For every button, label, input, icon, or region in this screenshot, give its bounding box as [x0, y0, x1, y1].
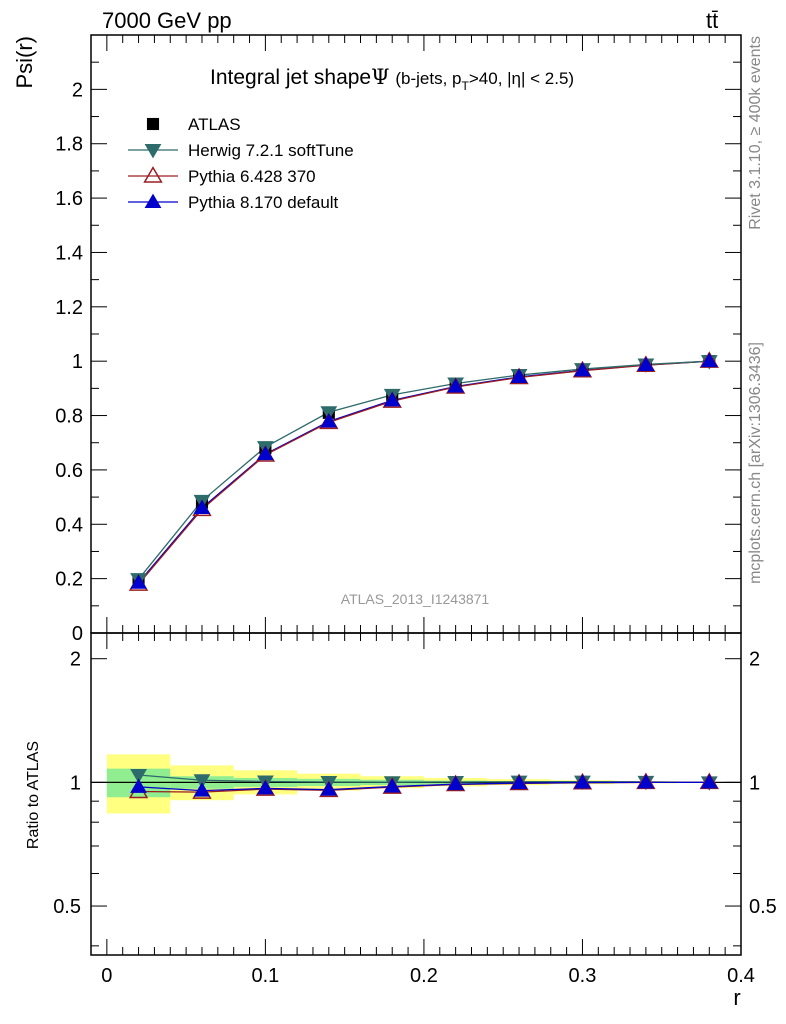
ratio-series-line: [138, 781, 710, 792]
svg-text:Integral jet shapeΨ (b: Integral jet shapeΨ (b-jets, pT>40, |η| …: [210, 65, 574, 93]
main-chart-title: Integral jet shapeΨ (b-jets, pT>40, |η| …: [210, 65, 574, 93]
main-curves: [128, 351, 719, 591]
ratio-curves: [128, 769, 719, 799]
x-tick-label: 0.3: [569, 965, 597, 987]
y-tick-label: 0: [72, 623, 83, 645]
ratio-plot-panel: 0.5 0.5 1 1 2 2 0 0.1 0.2 0.3 0.4 Ratio to ATLAS r: [25, 632, 777, 1010]
ratio-y-tick-label-right: 1: [749, 772, 760, 794]
ratio-data-point: [193, 774, 211, 789]
title-text: Integral jet shape: [210, 66, 371, 89]
mcplots-label: mcplots.cern.ch [arXiv:1306.3436]: [747, 342, 764, 584]
ratio-data-point: [193, 782, 211, 797]
legend-entry: Pythia 8.170 default: [188, 193, 339, 212]
ratio-data-point: [320, 781, 338, 796]
legend: ATLAS Herwig 7.2.1 softTune Pythia 6.428 3…: [128, 115, 354, 212]
ratio-y-tick-label: 0.5: [53, 896, 81, 918]
ratio-axis-ticks: 0.5 0.5 1 1 2 2 0 0.1 0.2 0.3 0.4: [53, 633, 777, 987]
ratio-y-tick-label: 1: [70, 772, 81, 794]
title-cut-sub: T: [462, 79, 470, 93]
rivet-version-label: Rivet 3.1.10, ≥ 400k events: [747, 36, 764, 230]
data-point: [700, 352, 718, 368]
ratio-data-point: [510, 774, 528, 790]
data-point: [637, 356, 655, 371]
ratio-series-line: [138, 774, 710, 784]
x-axis-label: r: [733, 985, 740, 1010]
legend-entry: Pythia 6.428 370: [188, 167, 316, 186]
legend-entry: Herwig 7.2.1 softTune: [188, 141, 354, 160]
ratio-frame: [90, 632, 742, 956]
y-tick-label: 0.8: [55, 406, 83, 428]
title-cut-prefix: (b-jets, p: [395, 69, 461, 88]
data-point: [256, 445, 274, 461]
data-point: [510, 368, 528, 383]
y-tick-label: 2: [72, 79, 83, 101]
data-point: [574, 362, 591, 377]
y-axis-label-ratio: Ratio to ATLAS: [25, 741, 42, 849]
process-label: tt̄: [706, 8, 718, 33]
data-point: [193, 499, 211, 514]
y-tick-label: 1.2: [55, 297, 83, 319]
data-point: [130, 574, 147, 589]
data-point: [447, 378, 465, 393]
ratio-data-point: [447, 775, 465, 791]
legend-marker: [146, 117, 160, 131]
ratio-y-tick-label: 2: [70, 649, 81, 671]
legend-marker: [144, 193, 162, 208]
legend-entry: ATLAS: [188, 115, 241, 134]
data-point: [383, 391, 401, 407]
ratio-data-point: [383, 778, 401, 793]
title-cut-suffix: >40, |η| < 2.5): [469, 69, 574, 88]
data-point: [320, 413, 338, 428]
ratio-y-tick-label-right: 2: [749, 649, 760, 671]
x-tick-label: 0.2: [410, 965, 438, 987]
analysis-watermark: ATLAS_2013_I1243871: [341, 591, 490, 607]
ratio-data-point: [700, 773, 718, 789]
series-line: [138, 360, 710, 585]
x-tick-label: 0: [101, 965, 112, 987]
title-psi-symbol: Ψ: [371, 65, 389, 89]
energy-label: 7000 GeV pp: [102, 8, 232, 33]
legend-marker: [143, 166, 163, 183]
y-tick-label: 1.6: [55, 188, 83, 210]
ratio-data-point: [637, 773, 655, 789]
main-plot-panel: 0 0.2 0.4 0.6 0.8 1 1.2 1.4 1.6 1.8 2 ATLAS_2013_I…: [12, 34, 742, 645]
y-tick-label: 0.4: [55, 514, 83, 536]
y-tick-label: 1: [72, 351, 83, 373]
ratio-y-tick-label-right: 0.5: [749, 896, 777, 918]
series-line: [138, 360, 710, 580]
x-tick-label: 0.4: [727, 965, 755, 987]
y-axis-label-main: Psi(r): [12, 36, 37, 89]
y-tick-label: 1.8: [55, 134, 83, 156]
x-tick-label: 0.1: [251, 965, 279, 987]
ratio-data-point: [130, 769, 147, 784]
ratio-data-point: [574, 774, 591, 789]
ratio-data-point: [256, 779, 274, 795]
y-tick-label: 0.6: [55, 460, 83, 482]
y-tick-label: 0.2: [55, 569, 83, 591]
main-axis-ticks: 0 0.2 0.4 0.6 0.8 1 1.2 1.4 1.6 1.8 2: [55, 34, 742, 645]
y-tick-label: 1.4: [55, 242, 83, 264]
legend-marker: [144, 144, 162, 159]
ratio-data-point: [130, 778, 147, 793]
